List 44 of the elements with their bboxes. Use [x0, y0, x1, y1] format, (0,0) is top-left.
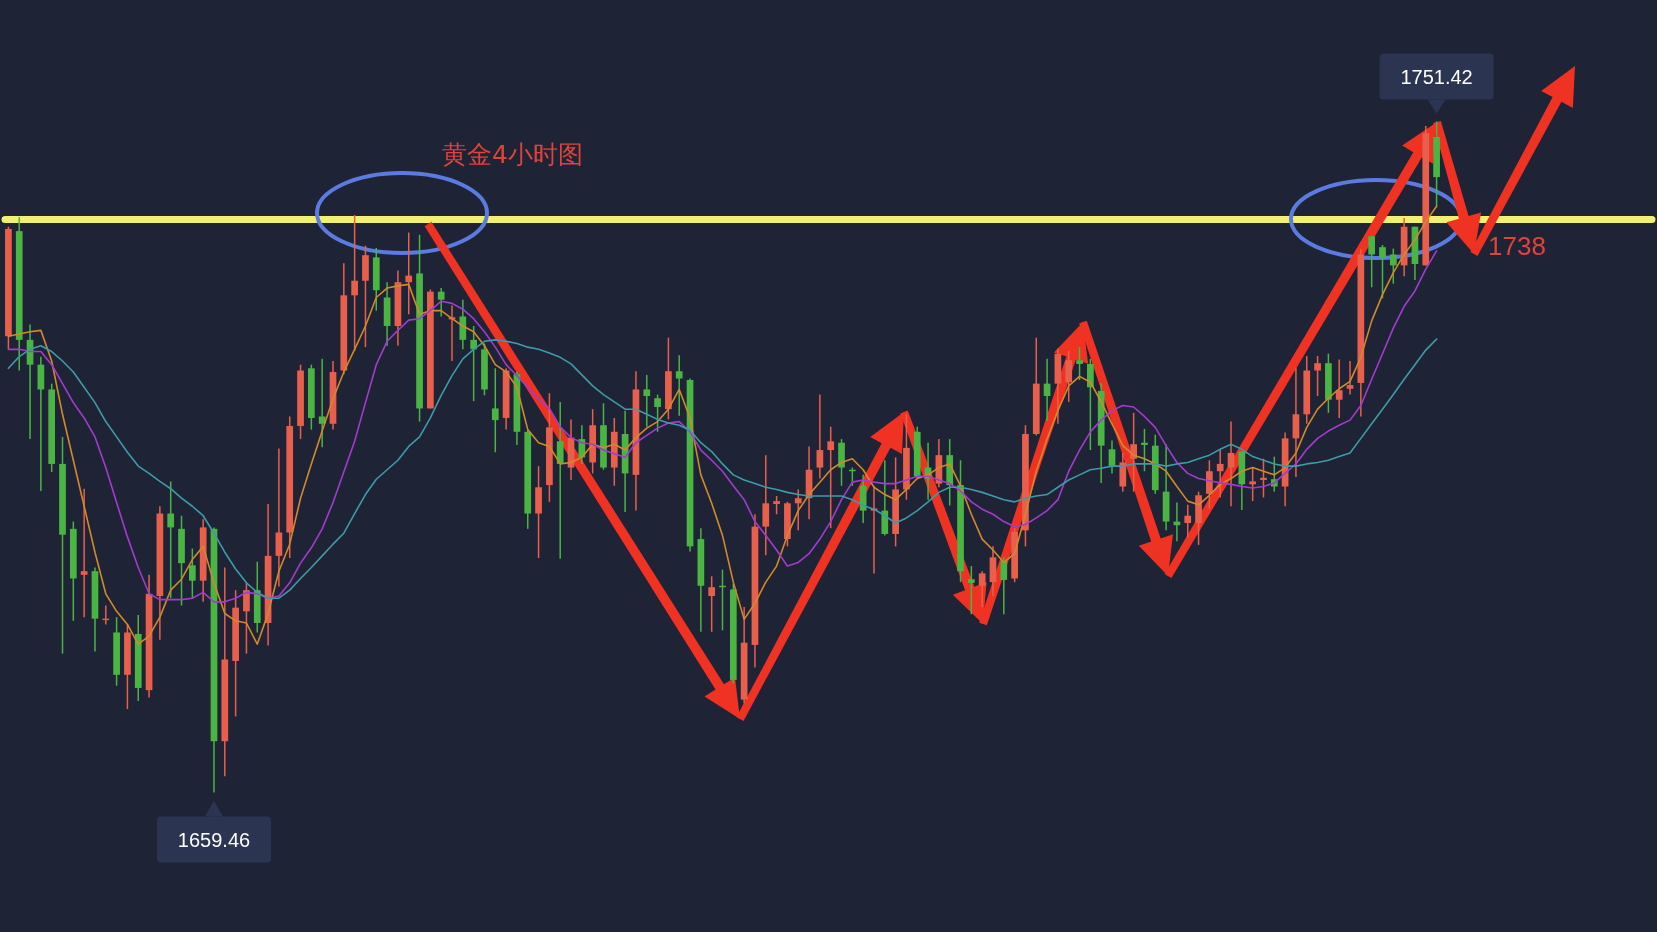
candlestick: [1087, 358, 1094, 451]
candlestick: [827, 425, 835, 529]
candlestick: [1335, 358, 1343, 419]
annotation: 1659.46: [177, 828, 251, 851]
candlestick: [437, 287, 445, 318]
candlestick: [1249, 466, 1257, 502]
candlestick: [881, 459, 889, 537]
text: 黄金4小时图: [442, 140, 583, 169]
ref-line-label: 1738: [1488, 231, 1546, 262]
candlestick: [1389, 247, 1397, 285]
candlestick: [188, 547, 196, 599]
candlestick: [1314, 355, 1321, 397]
candlestick: [816, 393, 824, 480]
candlestick: [1260, 458, 1267, 499]
candlestick: [794, 488, 802, 532]
candlestick: [1130, 412, 1137, 493]
candlestick: [167, 480, 175, 599]
candlestick: [654, 393, 661, 433]
candlestick: [762, 454, 770, 556]
candlestick: [675, 354, 683, 417]
candlestick: [708, 575, 716, 633]
candlestick: [80, 487, 88, 618]
annotation: 1751.42: [1400, 65, 1473, 88]
candlestick: [405, 231, 413, 316]
candlestick: [643, 374, 651, 428]
candlestick: [243, 582, 250, 655]
candlestick: [1000, 556, 1008, 615]
candlestick: [491, 367, 499, 453]
candlestick: [318, 358, 326, 448]
candlestick: [1346, 360, 1354, 396]
candlestick: [1206, 459, 1213, 510]
candlestick: [1065, 350, 1073, 403]
candlestick: [1379, 244, 1386, 299]
candlestick: [1184, 504, 1192, 539]
candlestick: [1076, 346, 1083, 381]
candlestick: [1227, 420, 1235, 507]
candlestick: [978, 570, 986, 608]
candlestick: [459, 298, 467, 351]
candlestick: [556, 401, 564, 560]
candlestick: [1216, 448, 1224, 499]
candlestick: [968, 565, 975, 615]
candlestick: [1368, 235, 1376, 289]
candlestick: [1141, 428, 1148, 472]
candlestick: [773, 495, 780, 516]
